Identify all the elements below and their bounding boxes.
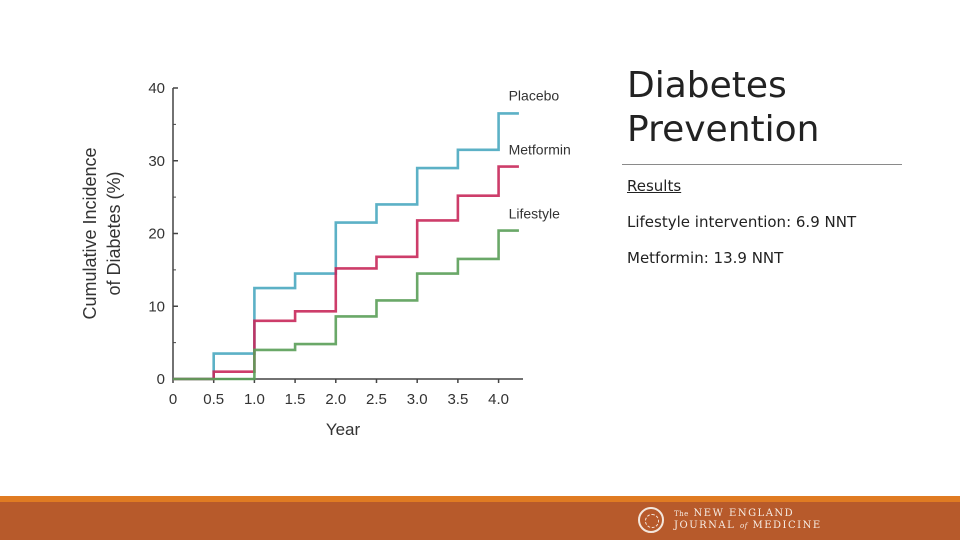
result-lifestyle: Lifestyle intervention: 6.9 NNT (627, 213, 857, 231)
page-title: Diabetes Prevention (627, 65, 820, 150)
x-axis-label: Year (326, 420, 361, 439)
y-tick-label: 40 (148, 80, 165, 97)
x-tick-label: 2.5 (366, 391, 387, 408)
series-line-metformin (173, 165, 519, 381)
title-divider (622, 164, 902, 165)
x-tick-label: 3.5 (447, 391, 468, 408)
y-tick-label: 20 (148, 226, 165, 243)
x-tick-label: 1.5 (285, 391, 306, 408)
footer-band (0, 496, 960, 540)
y-axis-label-line2: of Diabetes (%) (104, 171, 124, 295)
y-tick-label: 10 (148, 298, 165, 315)
results-heading: Results (627, 177, 682, 195)
legend-label-metformin: Metformin (509, 142, 571, 158)
x-tick-label: 4.0 (488, 391, 509, 408)
result-metformin: Metformin: 13.9 NNT (627, 249, 784, 267)
journal-line2b: MEDICINE (752, 520, 822, 531)
series-line-lifestyle (173, 229, 519, 381)
x-tick-label: 0.5 (203, 391, 224, 408)
series-line-placebo (173, 112, 519, 381)
journal-line1: NEW ENGLAND (693, 508, 795, 519)
y-tick-label: 0 (157, 371, 165, 388)
incidence-chart: 0 10 20 30 40 0 0.5 1.0 1.5 2.0 2.5 3.0 3.5 4.0 Year Cu… (70, 70, 590, 450)
y-axis-label-line1: Cumulative Incidence (80, 147, 100, 319)
journal-seal-icon (638, 507, 664, 533)
journal-logo: The NEW ENGLAND JOURNAL of MEDICINE (674, 508, 822, 532)
x-tick-label: 0 (169, 391, 177, 408)
footer-accent-line (0, 496, 960, 502)
footer-fill (0, 502, 960, 540)
legend-label-lifestyle: Lifestyle (509, 206, 561, 222)
journal-line2a: JOURNAL (674, 520, 736, 531)
x-tick-label: 1.0 (244, 391, 265, 408)
journal-the: The (674, 510, 689, 518)
y-tick-label: 30 (148, 153, 165, 170)
x-tick-label: 2.0 (325, 391, 346, 408)
journal-of: of (739, 522, 748, 530)
chart-svg: 0 10 20 30 40 0 0.5 1.0 1.5 2.0 2.5 3.0 3.5 4.0 Year Cu… (80, 80, 571, 439)
x-tick-label: 3.0 (407, 391, 428, 408)
legend-label-placebo: Placebo (509, 87, 560, 103)
